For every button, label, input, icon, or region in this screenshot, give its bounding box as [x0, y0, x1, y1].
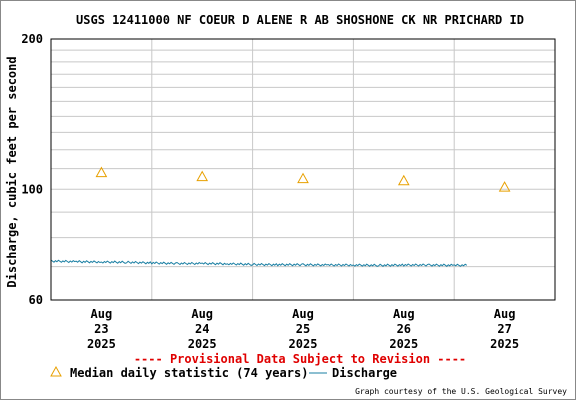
plot-area-border — [50, 38, 556, 301]
x-tick-label: 24 — [195, 322, 209, 336]
x-tick-label: Aug — [494, 307, 516, 321]
x-tick-label: 2025 — [389, 337, 418, 351]
median-marker — [95, 166, 108, 178]
y-tick-label: 200 — [21, 32, 43, 46]
y-tick-labels: 60 100 200 — [21, 32, 43, 307]
provisional-notice: ---- Provisional Data Subject to Revisio… — [134, 352, 466, 366]
x-tick-label: Aug — [292, 307, 314, 321]
x-tick-label: 2025 — [188, 337, 217, 351]
x-tick-label: Aug — [393, 307, 415, 321]
y-axis-label: Discharge, cubic feet per second — [5, 56, 19, 287]
x-tick-label: Aug — [191, 307, 213, 321]
series-layer — [50, 166, 511, 267]
x-tick-labels: Aug232025Aug242025Aug252025Aug262025Aug2… — [87, 307, 519, 351]
x-tick-label: 23 — [94, 322, 108, 336]
x-tick-label: 2025 — [289, 337, 318, 351]
y-tick-label: 60 — [29, 293, 43, 307]
legend-median-triangle-icon — [50, 365, 62, 377]
usgs-credit: Graph courtesy of the U.S. Geological Su… — [355, 387, 567, 396]
legend-discharge-label: Discharge — [332, 366, 397, 380]
discharge-series-line — [50, 259, 468, 267]
y-tick-label: 100 — [21, 182, 43, 196]
chart-title: USGS 12411000 NF COEUR D ALENE R AB SHOS… — [76, 13, 524, 27]
x-tick-label: 2025 — [87, 337, 116, 351]
legend-median-label: Median daily statistic (74 years) — [70, 366, 308, 380]
grid-layer — [51, 39, 555, 300]
median-marker — [397, 174, 410, 186]
x-tick-label: 2025 — [490, 337, 519, 351]
x-tick-label: 27 — [497, 322, 511, 336]
median-marker — [498, 181, 511, 192]
x-tick-label: 26 — [397, 322, 411, 336]
median-marker — [297, 172, 309, 184]
x-tick-label: 25 — [296, 322, 310, 336]
median-marker — [196, 170, 209, 182]
x-tick-label: Aug — [91, 307, 113, 321]
